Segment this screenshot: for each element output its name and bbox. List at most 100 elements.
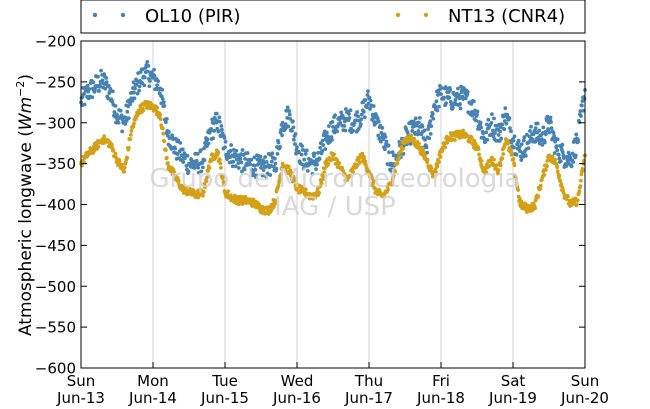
- data-point-fill: [448, 87, 453, 92]
- data-point-fill: [382, 194, 387, 199]
- data-point-fill: [426, 127, 431, 132]
- data-point-fill: [236, 161, 241, 165]
- data-point-fill: [249, 157, 254, 162]
- data-point-fill: [132, 121, 136, 126]
- data-point-fill: [124, 118, 129, 123]
- data-point-fill: [186, 169, 191, 174]
- data-point-fill: [293, 142, 297, 146]
- y-tick-label: −250: [35, 73, 76, 91]
- data-point-fill: [218, 161, 223, 166]
- legend: OL10 (PIR) NT13 (CNR4): [80, 0, 586, 34]
- data-point-fill: [481, 131, 486, 136]
- data-point-fill: [553, 139, 558, 144]
- data-point-fill: [540, 143, 545, 147]
- data-point-fill: [384, 139, 389, 144]
- data-point-fill: [239, 160, 244, 165]
- data-point: [100, 78, 105, 83]
- data-point-fill: [510, 151, 514, 155]
- y-tick-label: −300: [35, 114, 76, 132]
- data-point-fill: [578, 114, 583, 118]
- data-point-fill: [175, 152, 180, 156]
- data-point-fill: [339, 110, 344, 115]
- data-point-fill: [269, 159, 274, 164]
- data-point-fill: [128, 102, 133, 106]
- data-point-fill: [330, 120, 335, 124]
- data-point-fill: [544, 167, 548, 172]
- data-point-fill: [289, 128, 294, 133]
- x-tick-label-date: Jun-14: [128, 389, 177, 407]
- data-point-fill: [310, 171, 315, 176]
- x-tick-label-day: Sat: [501, 372, 526, 390]
- data-point-fill: [508, 126, 512, 131]
- data-point-fill: [363, 159, 368, 164]
- data-point: [287, 112, 292, 117]
- data-point-fill: [104, 80, 109, 85]
- data-point-fill: [205, 137, 210, 142]
- data-point-fill: [123, 122, 128, 126]
- data-point-fill: [511, 157, 516, 161]
- data-point-fill: [99, 68, 103, 73]
- data-point-fill: [145, 69, 150, 74]
- data-point-fill: [390, 180, 395, 185]
- data-point-fill: [435, 163, 440, 168]
- data-point-fill: [476, 147, 481, 151]
- data-point-fill: [300, 144, 305, 148]
- data-point-fill: [252, 163, 257, 168]
- data-point-fill: [440, 149, 444, 154]
- data-point-fill: [514, 152, 519, 157]
- data-point-fill: [509, 129, 513, 134]
- data-point-fill: [411, 119, 416, 124]
- x-tick-label-day: Tue: [211, 372, 238, 390]
- data-point-fill: [317, 191, 322, 195]
- data-point-fill: [111, 148, 116, 152]
- data-point-fill: [160, 87, 165, 92]
- data-point-fill: [574, 132, 579, 137]
- data-point-fill: [479, 159, 484, 163]
- data-point-fill: [361, 109, 366, 114]
- data-point-fill: [492, 116, 496, 121]
- data-point-fill: [555, 148, 560, 153]
- data-point-fill: [335, 129, 340, 134]
- data-point-fill: [120, 129, 125, 134]
- data-point-fill: [461, 128, 466, 133]
- data-point-fill: [130, 98, 135, 103]
- data-point-fill: [533, 126, 538, 131]
- data-point-fill: [303, 187, 308, 192]
- legend-marker-nt13: [395, 12, 401, 18]
- data-point-fill: [533, 206, 538, 211]
- data-point: [129, 129, 134, 133]
- x-tick-label-date: Jun-13: [56, 389, 105, 407]
- data-point-fill: [245, 151, 250, 155]
- data-point-fill: [545, 114, 550, 119]
- data-point-fill: [503, 106, 508, 111]
- data-point-fill: [315, 162, 319, 167]
- data-point-fill: [479, 125, 484, 130]
- data-point-fill: [270, 151, 275, 156]
- data-point-fill: [536, 194, 541, 199]
- data-point-fill: [376, 119, 381, 124]
- data-point-fill: [491, 128, 495, 133]
- data-point-fill: [437, 104, 441, 109]
- data-point-fill: [274, 166, 279, 171]
- data-point-fill: [519, 142, 524, 147]
- data-point-fill: [278, 176, 283, 181]
- data-point-fill: [167, 136, 172, 141]
- data-point-fill: [533, 139, 538, 144]
- data-point-fill: [299, 152, 304, 157]
- data-point-fill: [164, 155, 169, 160]
- data-point-fill: [184, 185, 188, 190]
- data-point-fill: [221, 175, 225, 179]
- data-point-fill: [134, 82, 139, 87]
- data-point-fill: [209, 126, 214, 131]
- data-point-fill: [429, 166, 434, 170]
- data-point: [424, 145, 429, 150]
- data-point-fill: [358, 122, 363, 126]
- data-point-fill: [366, 89, 370, 94]
- data-point-fill: [386, 143, 391, 148]
- data-point-fill: [343, 128, 348, 133]
- data-point-fill: [582, 96, 587, 101]
- data-point-fill: [405, 130, 410, 135]
- data-point-fill: [226, 189, 230, 194]
- data-point-fill: [242, 167, 247, 172]
- data-point-fill: [562, 156, 566, 160]
